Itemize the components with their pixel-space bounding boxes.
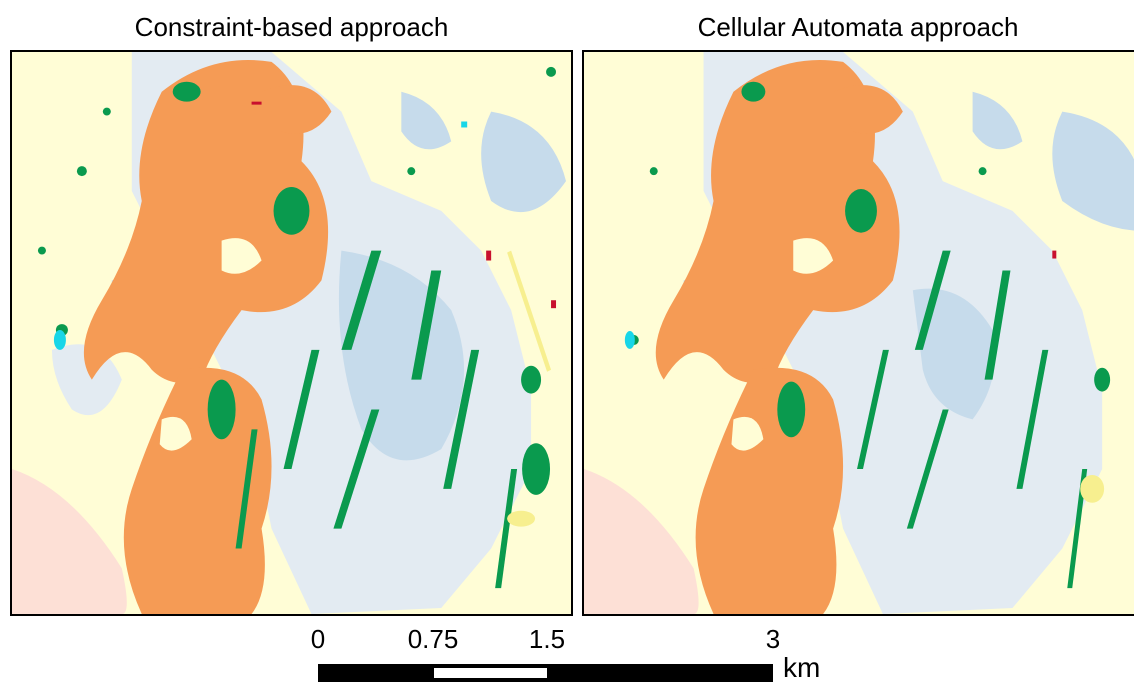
scale-unit: km [783,652,821,683]
scale-tick-3: 3 [765,624,781,654]
scale-bar [318,664,773,682]
land-use-map-left [12,52,571,614]
panel-title-cellular-automata: Cellular Automata approach [697,12,1019,42]
panel-title-constraint: Constraint-based approach [134,12,449,42]
scale-tick-0-75: 0.75 [407,624,459,654]
scale-tick-1-5: 1.5 [528,624,566,654]
map-cellular-automata [582,50,1134,616]
scale-bar-segment [434,668,547,678]
land-use-map-right [584,52,1134,614]
map-constraint-based [10,50,573,616]
scale-tick-0: 0 [310,624,326,654]
